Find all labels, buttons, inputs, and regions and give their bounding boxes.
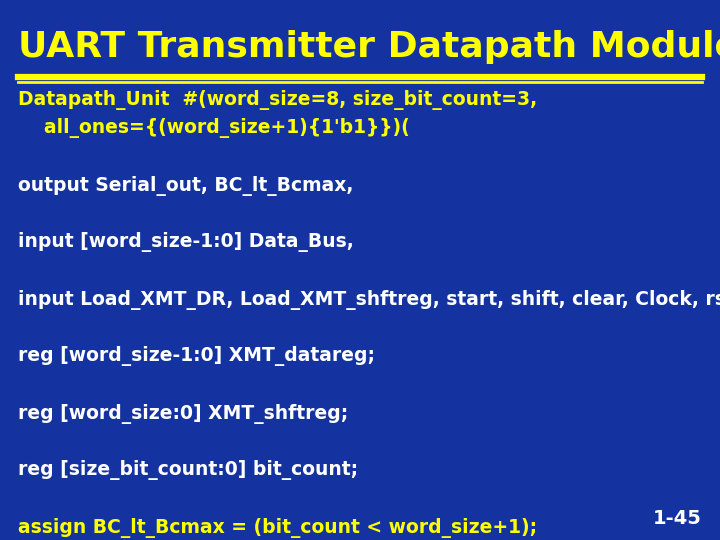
- Text: reg [word_size-1:0] XMT_datareg;: reg [word_size-1:0] XMT_datareg;: [18, 347, 375, 367]
- Text: all_ones={(word_size+1){1'b1}})(: all_ones={(word_size+1){1'b1}})(: [18, 118, 410, 138]
- Text: UART Transmitter Datapath Module: UART Transmitter Datapath Module: [18, 30, 720, 64]
- Text: assign BC_lt_Bcmax = (bit_count < word_size+1);: assign BC_lt_Bcmax = (bit_count < word_s…: [18, 517, 537, 537]
- Text: input Load_XMT_DR, Load_XMT_shftreg, start, shift, clear, Clock, rst_b);: input Load_XMT_DR, Load_XMT_shftreg, sta…: [18, 289, 720, 309]
- Text: Datapath_Unit  #(word_size=8, size_bit_count=3,: Datapath_Unit #(word_size=8, size_bit_co…: [18, 90, 537, 110]
- Text: input [word_size-1:0] Data_Bus,: input [word_size-1:0] Data_Bus,: [18, 233, 354, 253]
- Text: reg [size_bit_count:0] bit_count;: reg [size_bit_count:0] bit_count;: [18, 461, 358, 481]
- Text: reg [word_size:0] XMT_shftreg;: reg [word_size:0] XMT_shftreg;: [18, 403, 348, 423]
- Text: 1-45: 1-45: [653, 509, 702, 528]
- Text: output Serial_out, BC_lt_Bcmax,: output Serial_out, BC_lt_Bcmax,: [18, 176, 354, 195]
